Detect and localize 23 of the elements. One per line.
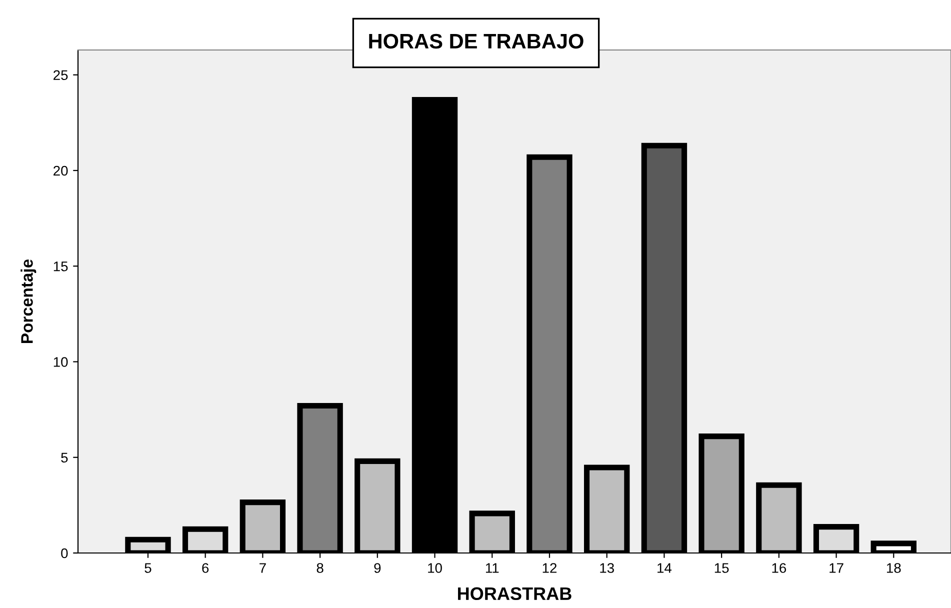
x-tick-label: 18 <box>886 563 901 573</box>
y-tick-label: 20 <box>54 166 68 176</box>
x-tick-label: 5 <box>144 563 152 573</box>
x-tick-label: 15 <box>714 563 729 573</box>
x-tick-label: 16 <box>772 563 786 573</box>
x-tick-label: 10 <box>428 563 442 573</box>
x-tick-label: 13 <box>600 563 614 573</box>
x-tick-label: 9 <box>374 563 381 573</box>
y-tick-label: 10 <box>54 357 68 367</box>
x-tick-label: 11 <box>486 563 499 573</box>
x-tick-label: 14 <box>658 563 672 573</box>
x-tick-label: 8 <box>316 563 324 573</box>
y-tick-label: 5 <box>61 452 68 463</box>
chart-title: HORAS DE TRABAJO <box>369 34 584 49</box>
x-axis-title: HORASTRAB <box>458 587 572 600</box>
x-tick-label: 7 <box>260 563 266 573</box>
x-tick-label: 17 <box>830 563 844 573</box>
y-tick-label: 0 <box>61 548 68 558</box>
y-tick-label: 25 <box>54 70 68 80</box>
y-axis-title: Porcentaje <box>20 259 36 343</box>
x-tick-label: 12 <box>542 563 557 573</box>
y-tick-label: 15 <box>54 262 68 272</box>
x-tick-label: 6 <box>202 563 209 573</box>
